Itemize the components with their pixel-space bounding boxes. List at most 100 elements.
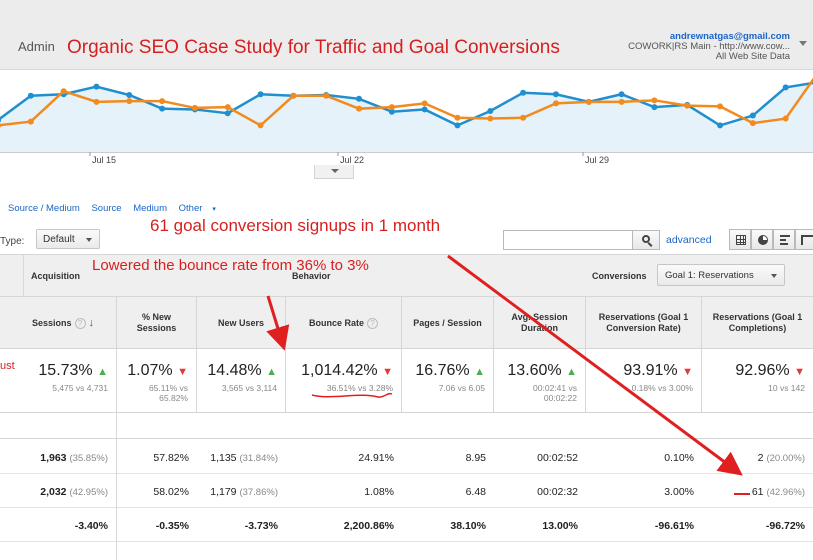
search-button[interactable]	[632, 230, 660, 250]
table-row[interactable]: 1,963 (35.85%) 57.82% 1,135 (31.84%) 24.…	[0, 440, 813, 474]
advanced-filter-link[interactable]: advanced	[666, 234, 712, 246]
cell-completions-highlight: 61	[751, 486, 764, 498]
cell-completions: 2	[757, 452, 764, 464]
help-icon[interactable]: ?	[74, 317, 86, 329]
group-acquisition: Acquisition	[31, 271, 80, 281]
table-row-change[interactable]: -3.40% -0.35% -3.73% 2,200.86% 38.10% 13…	[0, 508, 813, 542]
series-2-point	[191, 104, 198, 111]
cell-new-users: -3.73%	[244, 520, 278, 532]
dimension-source[interactable]: Source	[91, 203, 122, 214]
case-study-title: Organic SEO Case Study for Traffic and G…	[67, 37, 560, 58]
col-new-users-label: New Users	[217, 317, 265, 328]
sessions-line-chart: Jul 15 Jul 22 Jul 29	[0, 77, 813, 165]
dimension-medium[interactable]: Medium	[133, 203, 167, 214]
series-2-point	[356, 105, 363, 112]
series-2-point	[421, 100, 428, 107]
arrow-up-icon: ▲	[474, 366, 485, 378]
summary-completions: 92.96% ▼ 10 vs 142	[735, 362, 805, 393]
series-2-point	[388, 104, 395, 111]
series-1-point	[93, 83, 100, 90]
col-conv-rate[interactable]: Reservations (Goal 1 Conversion Rate)	[586, 297, 702, 349]
col-sessions[interactable]: Sessions? ↓	[0, 297, 117, 349]
series-2-point	[257, 122, 264, 129]
series-2-point	[454, 114, 461, 121]
series-2-point	[782, 115, 789, 122]
performance-view-button[interactable]	[773, 229, 795, 250]
series-1-point	[487, 107, 494, 114]
cell-conv-rate: 0.10%	[664, 452, 694, 464]
grid-icon	[736, 235, 746, 245]
series-2-point	[651, 97, 658, 104]
series-1-point	[257, 91, 264, 98]
type-select[interactable]: Default	[36, 229, 100, 249]
series-1-point	[749, 112, 756, 119]
type-label: Type:	[0, 236, 25, 247]
summary-sessions: 15.73% ▲ 5,475 vs 4,731	[0, 349, 117, 413]
summary-avg-duration: 13.60% ▲ 00:02:41 vs 00:02:22	[494, 349, 586, 413]
series-1-point	[356, 95, 363, 102]
cell-avg-duration: 00:02:52	[537, 452, 578, 464]
chevron-down-icon[interactable]	[799, 41, 807, 46]
cell-new-sessions: -0.35%	[155, 520, 189, 532]
series-1-point	[618, 91, 625, 98]
col-completions-label: Reservations (Goal 1 Completions)	[712, 312, 803, 333]
admin-link[interactable]: Admin	[18, 39, 55, 54]
col-pages-session-label: Pages / Session	[413, 317, 482, 328]
chevron-down-icon	[331, 169, 339, 173]
series-2-point	[585, 98, 592, 105]
cell-new-users: 1,135	[210, 452, 237, 464]
chart-collapse-toggle[interactable]	[314, 165, 354, 179]
series-1-point	[224, 110, 231, 117]
series-2-point	[717, 103, 724, 110]
cell-avg-duration: 00:02:32	[537, 486, 578, 498]
pie-view-button[interactable]	[751, 229, 773, 250]
account-view: All Web Site Data	[715, 51, 790, 62]
series-2-point	[60, 88, 67, 95]
table-column-header: Sessions? ↓ % New Sessions New Users Boun…	[0, 297, 813, 349]
series-2-point	[749, 120, 756, 127]
dimension-other[interactable]: Other ▾	[179, 203, 225, 214]
series-2-point	[487, 115, 494, 122]
series-2-point	[552, 100, 559, 107]
series-2-point	[0, 123, 1, 128]
goal-select[interactable]: Goal 1: Reservations	[657, 264, 785, 286]
col-avg-duration[interactable]: Avg. Session Duration	[494, 297, 586, 349]
sort-down-icon[interactable]: ↓	[88, 316, 95, 329]
series-1-point	[159, 105, 166, 112]
summary-pages-session: 16.76% ▲ 7.06 vs 6.05	[402, 349, 494, 413]
series-2-point	[323, 92, 330, 99]
col-completions[interactable]: Reservations (Goal 1 Completions)	[702, 297, 813, 349]
table-view-button[interactable]	[729, 229, 751, 250]
cell-completions: -96.72%	[765, 520, 805, 532]
group-behavior: Behavior	[292, 271, 331, 281]
col-new-users[interactable]: New Users	[197, 297, 286, 349]
series-1-point	[388, 108, 395, 115]
arrow-down-icon: ▼	[177, 366, 188, 378]
account-selector[interactable]: andrewnatgas@gmail.com COWORK|RS Main - …	[628, 32, 790, 62]
col-bounce-rate[interactable]: Bounce Rate?	[286, 297, 402, 349]
account-property: COWORK|RS Main - http://www.cow...	[628, 41, 790, 52]
cell-sessions: 2,032	[40, 486, 67, 498]
cell-bounce-rate: 2,200.86%	[343, 520, 394, 532]
account-email: andrewnatgas@gmail.com	[669, 31, 790, 42]
series-2-point	[224, 104, 231, 111]
series-1-point	[454, 122, 461, 129]
cell-new-sessions: 58.02%	[153, 486, 189, 498]
search-icon	[642, 235, 650, 243]
top-bar: Admin Organic SEO Case Study for Traffic…	[0, 0, 813, 70]
series-2-line	[0, 77, 813, 127]
annotation-bounce-rate: Lowered the bounce rate from 36% to 3%	[92, 257, 369, 274]
col-new-sessions[interactable]: % New Sessions	[117, 297, 197, 349]
table-search-input[interactable]	[503, 230, 633, 250]
table-row[interactable]: 2,032 (42.95%) 58.02% 1,179 (37.86%) 1.0…	[0, 474, 813, 508]
help-icon[interactable]: ?	[367, 317, 378, 329]
table-spacer-row	[0, 413, 813, 439]
col-bounce-rate-label: Bounce Rate	[308, 317, 364, 328]
col-sessions-label: Sessions	[32, 317, 72, 328]
pivot-view-button[interactable]	[795, 229, 813, 250]
dimension-source-medium[interactable]: Source / Medium	[8, 203, 80, 214]
col-pages-session[interactable]: Pages / Session	[402, 297, 494, 349]
x-tick-label: Jul 22	[340, 155, 364, 165]
group-conversions: Conversions	[592, 271, 647, 281]
summary-new-sessions: 1.07% ▼ 65.11% vs 65.82%	[117, 349, 197, 413]
